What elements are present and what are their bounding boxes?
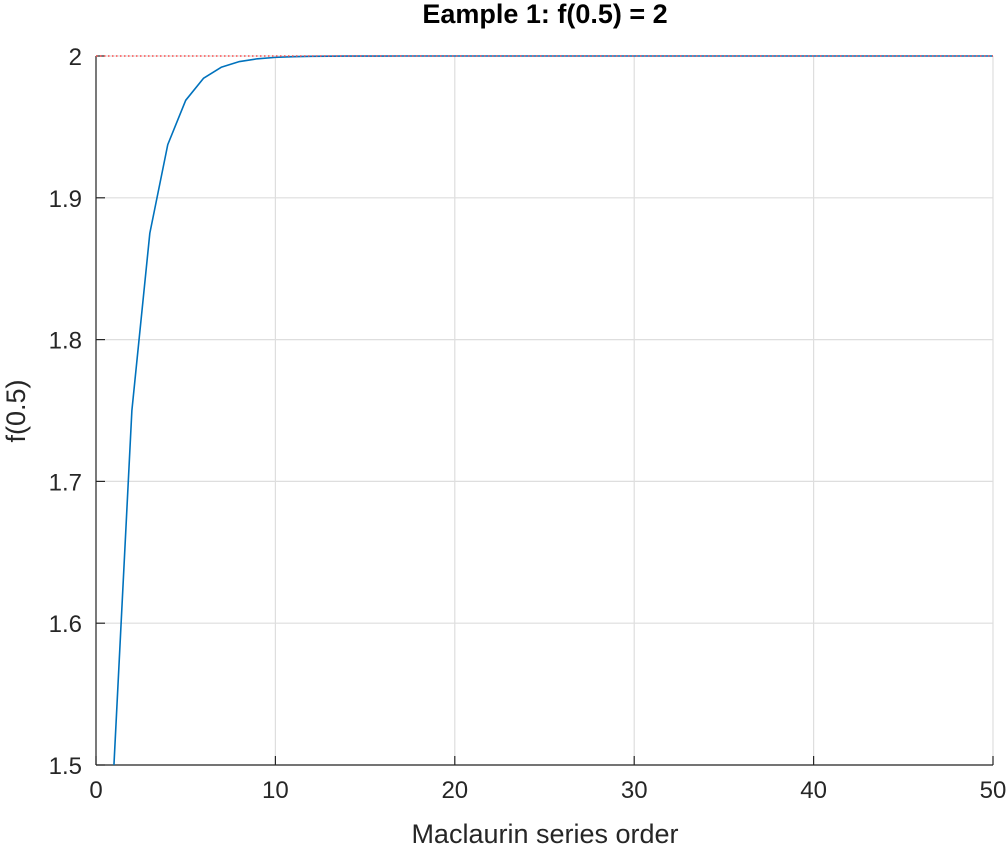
- x-axis-label: Maclaurin series order: [411, 819, 678, 847]
- y-tick-label: 1.5: [49, 753, 82, 780]
- tick-labels: 0 10 20 30 40 50 1.5 1.6 1.7 1.8 1.9 2: [49, 44, 1007, 804]
- series-line: [113, 55, 993, 766]
- x-tick-label: 30: [621, 777, 648, 804]
- plot-area: [96, 55, 993, 766]
- y-tick-label: 1.9: [49, 186, 82, 213]
- x-tick-label: 40: [800, 777, 827, 804]
- y-tick-label: 2: [69, 44, 82, 71]
- grid: [95, 55, 994, 766]
- x-tick-label: 0: [89, 777, 102, 804]
- axes: [95, 55, 994, 766]
- y-tick-label: 1.7: [49, 469, 82, 496]
- y-tick-label: 1.6: [49, 611, 82, 638]
- y-tick-label: 1.8: [49, 328, 82, 355]
- x-tick-label: 20: [441, 777, 468, 804]
- y-axis-label: f(0.5): [1, 379, 31, 442]
- chart-title: Eample 1: f(0.5) = 2: [422, 0, 667, 29]
- x-tick-label: 50: [980, 777, 1007, 804]
- x-tick-label: 10: [262, 777, 289, 804]
